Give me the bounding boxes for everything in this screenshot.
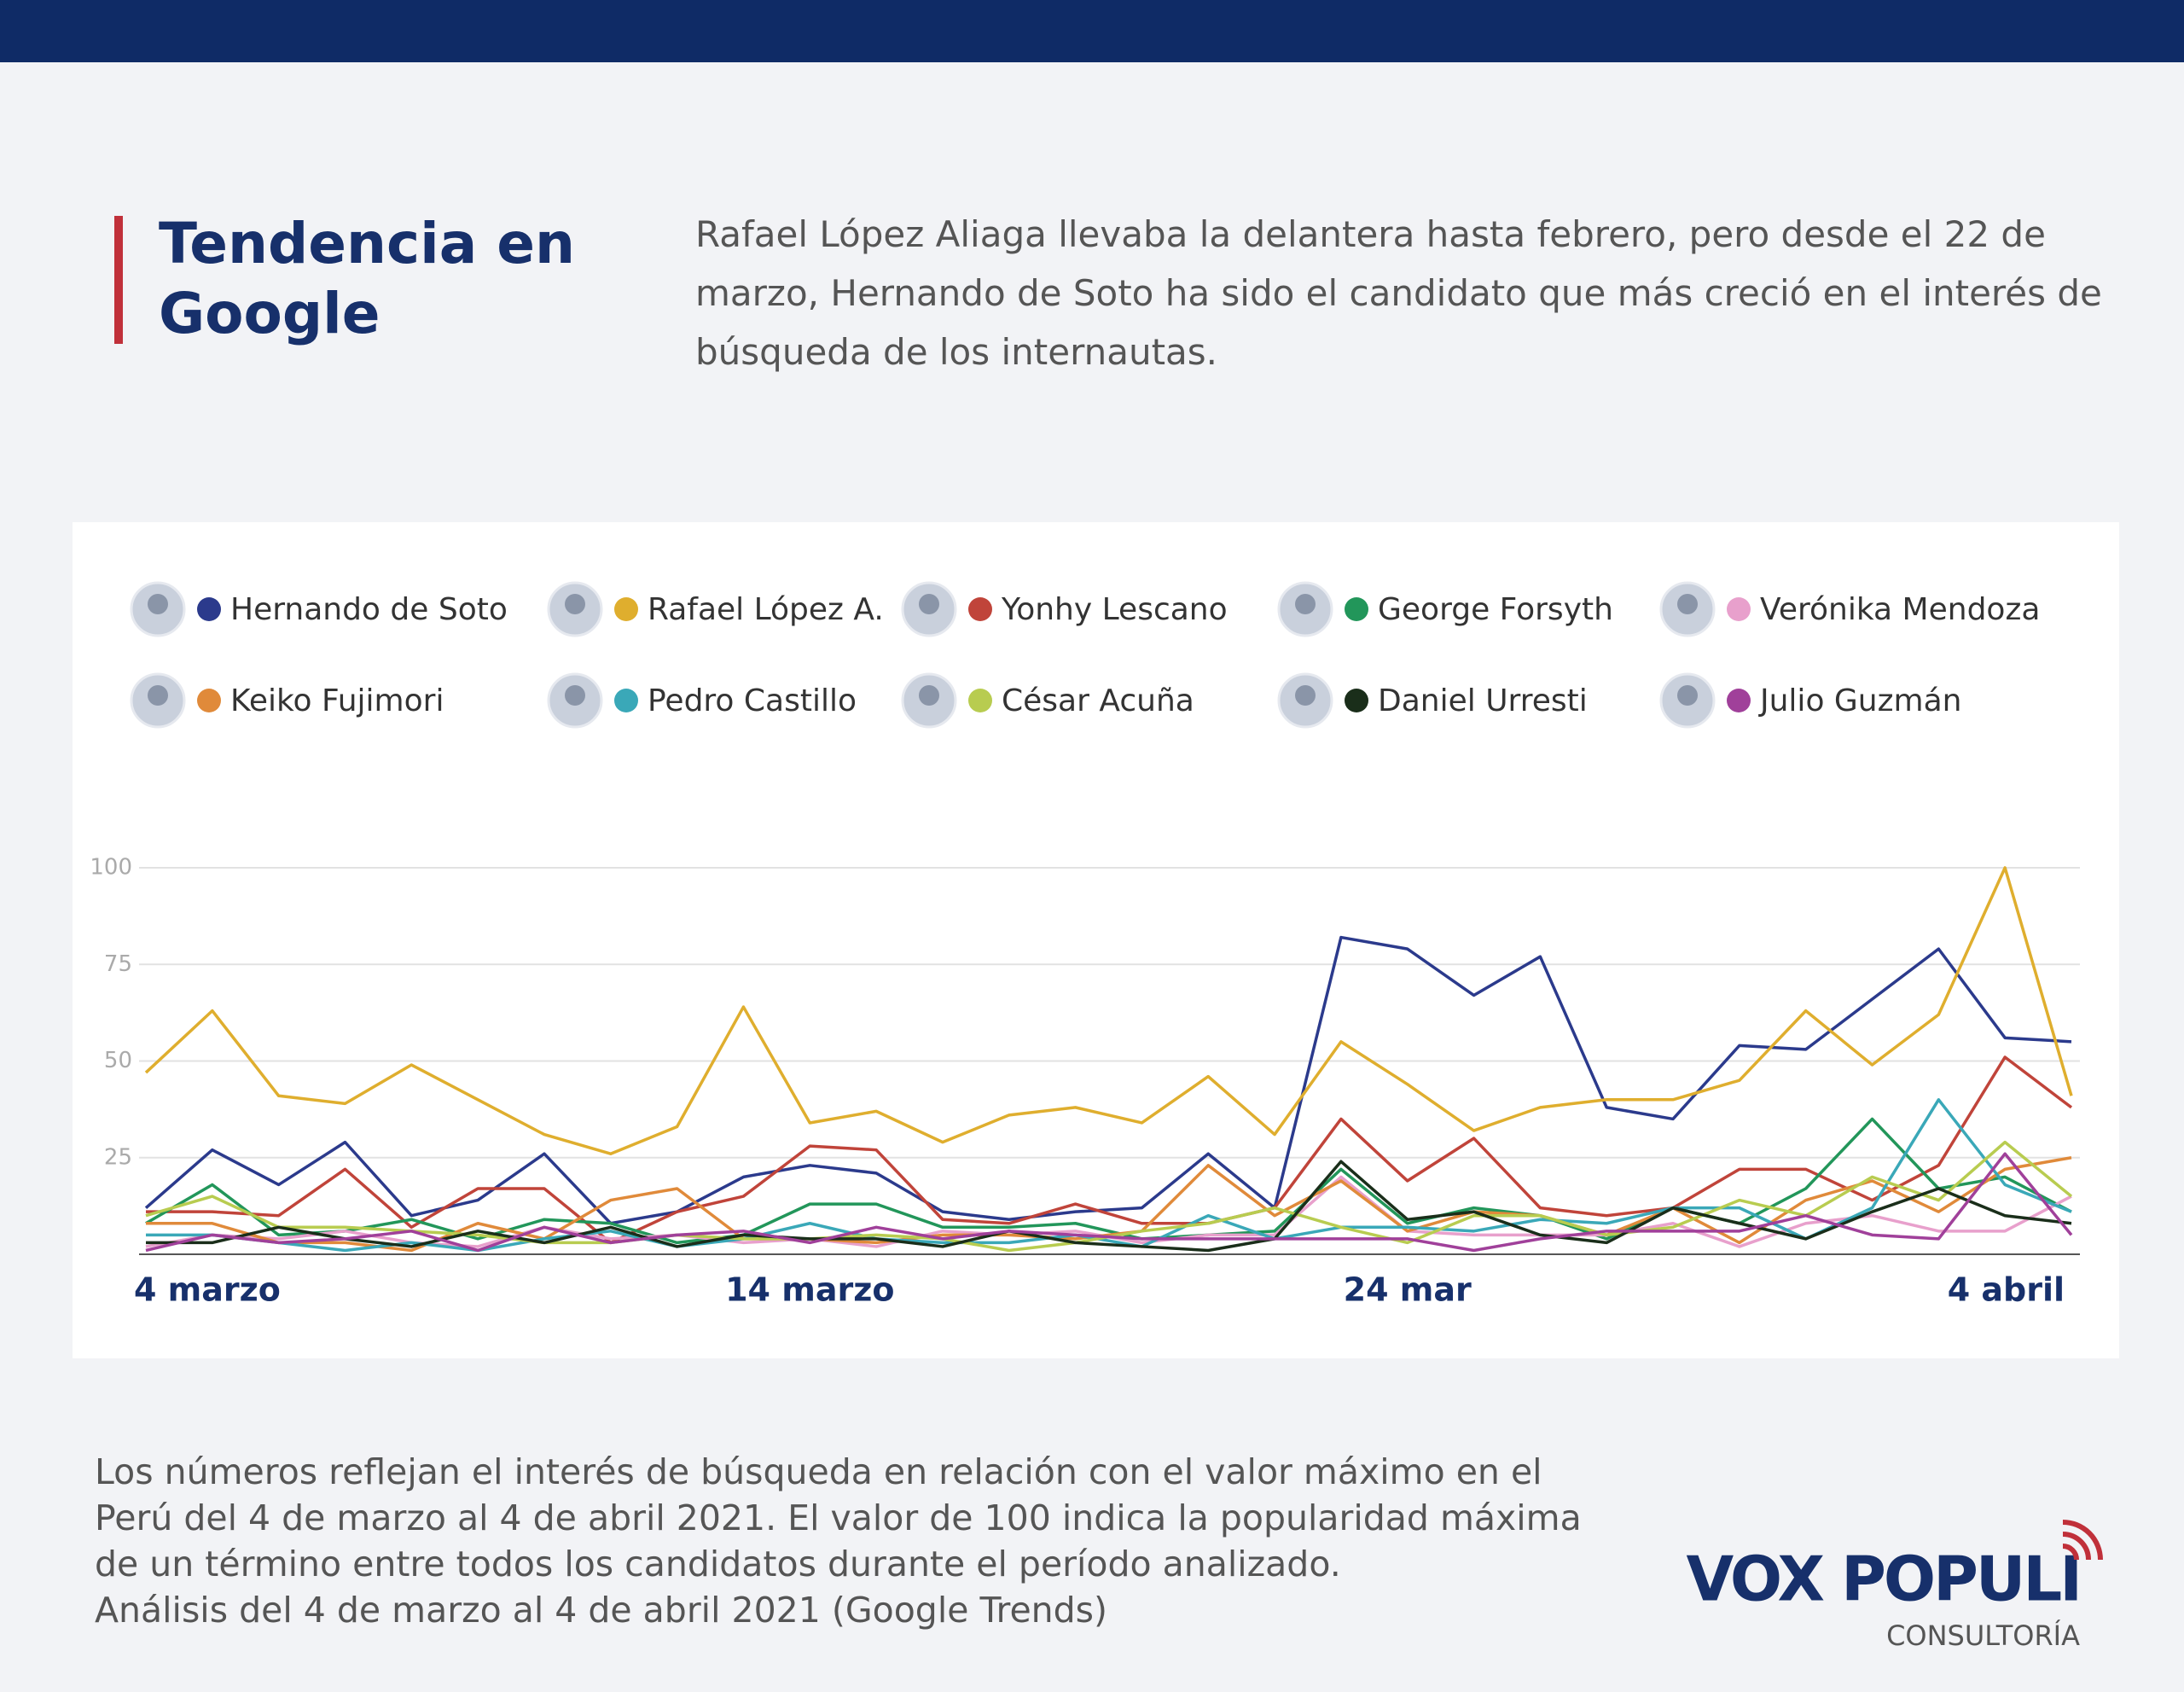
legend-label: Julio Guzmán (1758, 683, 1961, 718)
legend-avatar-head (565, 685, 585, 706)
x-tick-label: 14 marzo (725, 1271, 894, 1309)
legend-avatar-head (148, 685, 168, 706)
legend-swatch (197, 597, 221, 621)
legend-avatar-head (919, 685, 939, 706)
series-line (144, 866, 2073, 1155)
title: Tendencia en Google (159, 211, 576, 346)
legend-label: Rafael López A. (648, 592, 884, 627)
title-accent (114, 216, 123, 344)
legend-swatch (1345, 689, 1368, 712)
legend-swatch (1727, 597, 1751, 621)
top-bar (0, 0, 2184, 62)
x-tick-label: 4 abril (1948, 1271, 2065, 1309)
legend-label: Yonhy Lescano (1001, 592, 1228, 627)
brand-sub: CONSULTORÍA (1886, 1619, 2080, 1652)
legend-swatch (968, 597, 992, 621)
legend-label: Verónika Mendoza (1760, 592, 2040, 627)
series-line (145, 1152, 2073, 1253)
y-tick-label: 50 (104, 1048, 132, 1073)
brand-signal (2062, 1520, 2103, 1561)
legend-swatch (197, 689, 221, 712)
note: Los números reflejan el interés de búsqu… (95, 1451, 1582, 1584)
subtitle: Rafael López Aliaga llevaba la delantera… (695, 213, 2102, 373)
legend-avatar-head (919, 594, 939, 614)
legend-avatar-head (565, 594, 585, 614)
legend-avatar-head (148, 594, 168, 614)
legend-swatch (614, 689, 638, 712)
legend-label: George Forsyth (1378, 592, 1613, 627)
legend-label: Daniel Urresti (1378, 683, 1588, 718)
series-line (146, 1160, 2072, 1253)
brand: VOX POPULI (1686, 1544, 2080, 1615)
series-line (144, 935, 2072, 1225)
legend-label: Pedro Castillo (648, 683, 857, 718)
chart-panel (73, 522, 2119, 1358)
legend-label: Hernando de Soto (230, 592, 508, 627)
legend-label: Keiko Fujimori (230, 683, 444, 718)
legend-swatch (968, 689, 992, 712)
legend-swatch (614, 597, 638, 621)
y-tick-label: 25 (104, 1144, 132, 1170)
legend-avatar-head (1677, 685, 1698, 706)
y-tick-label: 75 (104, 951, 132, 977)
x-tick-label: 24 mar (1344, 1271, 1472, 1309)
legend-avatar-head (1677, 594, 1698, 614)
series-line (146, 1055, 2073, 1245)
source: Análisis del 4 de marzo al 4 de abril 20… (95, 1590, 1108, 1631)
legend-swatch (1345, 597, 1368, 621)
legend-avatar-head (1295, 594, 1316, 614)
legend-label: César Acuña (1002, 683, 1194, 718)
legend-swatch (1727, 689, 1751, 712)
y-tick-label: 100 (90, 855, 132, 881)
legend-avatar-head (1295, 685, 1316, 706)
x-tick-label: 4 marzo (134, 1271, 281, 1309)
series-line (146, 1098, 2072, 1253)
series-line (146, 1156, 2072, 1253)
